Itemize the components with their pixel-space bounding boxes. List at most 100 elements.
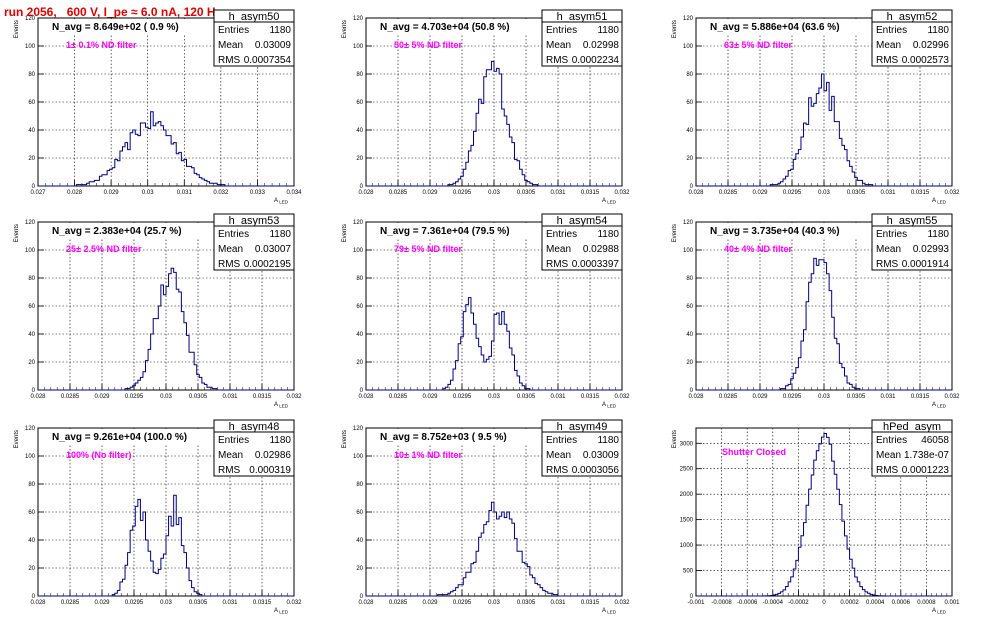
histogram-panel-h_asym51: 0.028 0.0285 0.029 0.0295 0.03 0.0305 0.031 0.0… [342,9,630,205]
stats-value: 1180 [269,435,291,446]
y-axis-label: Events [672,430,678,448]
x-tick-label: -0.0006 [737,600,758,606]
stats-value: 1180 [269,229,291,240]
y-tick-label: 100 [25,454,36,460]
x-tick-label: 0.032 [614,600,630,606]
y-tick-label: 80 [686,276,693,282]
x-tick-label: 0.0315 [911,394,930,400]
stats-box [213,431,295,477]
navg-text: N_avg = 9.261e+04 (100.0 %) [52,432,187,443]
filter-note: 10± 1% ND filter [394,450,462,460]
y-axis-label: Events [342,224,348,242]
stats-label: Mean [546,244,571,255]
histogram-panel-h_asym53: 0.028 0.0285 0.029 0.0295 0.03 0.0305 0.031 0.0… [14,213,302,409]
stats-label: Entries [876,25,907,36]
x-tick-label: 0.001 [944,600,960,606]
stats-label: Mean [546,450,571,461]
stats-value: 0.0002234 [572,55,620,66]
navg-text: N_avg = 2.383e+04 (25.7 %) [52,226,182,237]
stats-label: Mean [218,244,243,255]
x-tick-label: 0.0285 [389,394,408,400]
y-tick-label: 80 [356,276,363,282]
stats-label: Mean [876,450,901,461]
y-tick-label: 80 [28,72,35,78]
y-tick-label: 0 [32,594,36,600]
y-tick-label: 100 [353,248,364,254]
navg-box [367,19,541,35]
stats-value: 0.03009 [583,450,620,461]
x-tick-label: 0.0295 [453,600,472,606]
histogram-line [366,60,622,187]
y-tick-label: 20 [28,566,35,572]
stats-value: 1.738e-07 [904,450,949,461]
histogram-line [366,297,622,391]
stats-box [871,431,953,477]
navg-text: N_avg = 4.703e+04 (50.8 %) [380,22,510,33]
stats-value: 0.03007 [255,244,292,255]
x-tick-label: 0.0008 [917,600,936,606]
y-tick-label: 2000 [680,492,694,498]
x-tick-label: 0.03 [818,190,830,196]
y-tick-label: 0 [32,184,36,190]
x-tick-label: 0.032 [614,190,630,196]
navg-text: N_avg = 3.735e+04 (40.3 %) [710,226,840,237]
navg-box [367,429,541,445]
navg-text: N_avg = 8.752e+03 ( 9.5 %) [380,432,507,443]
x-axis-label: A LED [602,402,617,409]
y-tick-label: 0 [690,184,694,190]
y-tick-label: 0 [360,594,364,600]
stats-box [871,21,953,67]
x-tick-label: 0.0305 [517,600,536,606]
y-tick-label: 120 [25,16,36,22]
x-tick-label: 0.029 [104,190,120,196]
y-tick-label: 120 [683,220,694,226]
stats-label: RMS [218,465,241,476]
y-tick-label: 0 [32,388,36,394]
x-tick-label: 0.03 [142,190,154,196]
histogram-line [696,73,952,187]
navg-box [39,223,213,239]
filter-note: 100% (No filter) [66,450,132,460]
x-tick-label: 0.0315 [253,394,272,400]
x-axis-label: A LED [932,198,947,205]
stats-label: Entries [546,229,577,240]
x-tick-label: 0.0305 [189,394,208,400]
x-tick-label: 0.0295 [453,190,472,196]
y-tick-label: 100 [683,248,694,254]
x-tick-label: 0.031 [880,394,896,400]
stats-box [871,225,953,271]
y-tick-label: 100 [353,44,364,50]
x-axis-label: A LED [602,608,617,615]
y-tick-label: 80 [28,482,35,488]
stats-label: RMS [876,55,899,66]
y-tick-label: 40 [356,332,363,338]
stats-value: 0.0002573 [902,55,950,66]
navg-text: N_avg = 7.361e+04 (79.5 %) [380,226,510,237]
x-tick-label: 0.0006 [892,600,911,606]
histogram-panel-hPed_asym: -0.001 -0.0008 -0.0006 -0.0004 -0.0002 0 0.000… [672,419,960,615]
stats-value: 1180 [927,229,949,240]
x-tick-label: -0.001 [687,600,705,606]
stats-label: Mean [218,40,243,51]
y-tick-label: 80 [356,72,363,78]
y-tick-label: 100 [25,44,36,50]
x-tick-label: 0.028 [30,394,46,400]
navg-text: N_avg = 8.649e+02 ( 0.9 %) [52,22,179,33]
y-tick-label: 60 [28,304,35,310]
histogram-line [696,257,952,391]
histogram-panel-h_asym52: 0.028 0.0285 0.029 0.0295 0.03 0.0305 0.031 0.0… [672,9,960,205]
y-tick-label: 20 [356,566,363,572]
histogram-name: h_asym55 [887,215,938,227]
x-axis-label: A LED [932,402,947,409]
stats-value: 1180 [269,25,291,36]
y-tick-label: 1000 [680,543,694,549]
x-tick-label: 0.0285 [61,600,80,606]
y-tick-label: 40 [28,332,35,338]
x-tick-label: 0.03 [488,190,500,196]
x-tick-label: 0.0004 [866,600,885,606]
y-tick-label: 500 [683,569,694,575]
stats-label: RMS [876,259,899,270]
y-tick-label: 80 [356,482,363,488]
stats-label: Entries [876,229,907,240]
x-tick-label: 0.0295 [453,394,472,400]
